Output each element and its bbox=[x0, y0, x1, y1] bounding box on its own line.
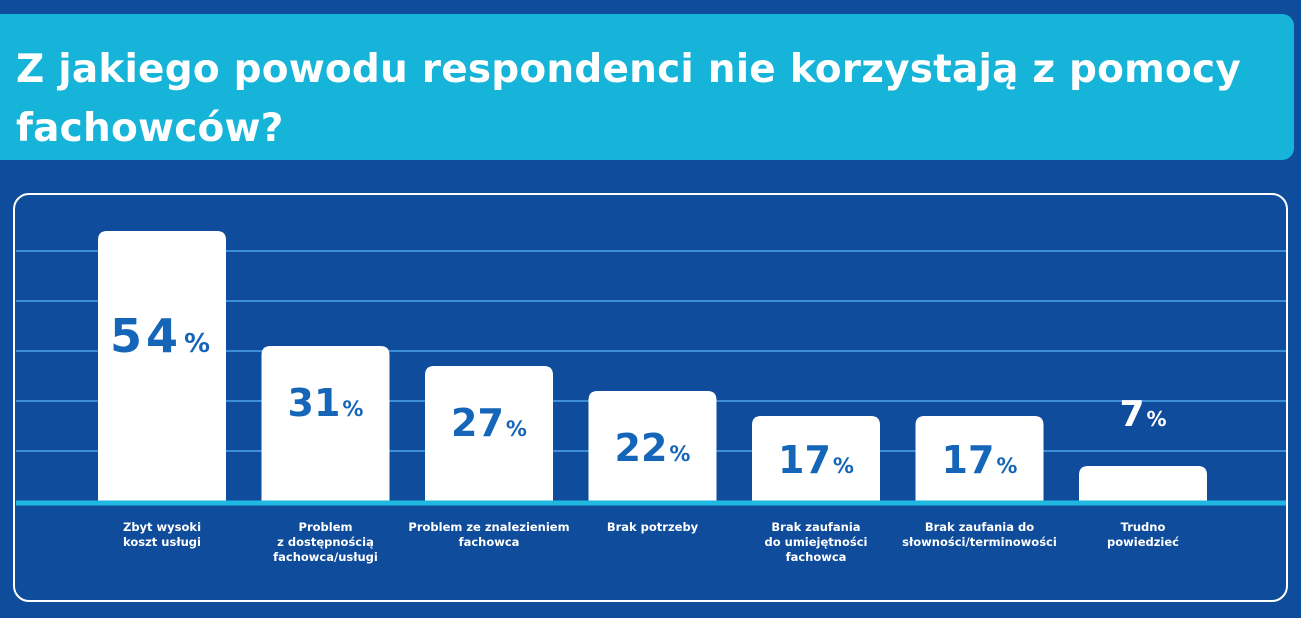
title-banner: Z jakiego powodu respondenci nie korzyst… bbox=[0, 14, 1294, 160]
bar-5 bbox=[752, 416, 880, 501]
bar-3 bbox=[425, 366, 553, 501]
value-label-7: 7% bbox=[1119, 394, 1166, 435]
bar-2 bbox=[261, 346, 390, 501]
bar-1 bbox=[98, 231, 226, 501]
value-label-1: 54% bbox=[110, 309, 214, 363]
category-label-1: Zbyt wysoki koszt usługi bbox=[123, 520, 201, 549]
category-labels: Zbyt wysoki koszt usługi Problem z dostępno… bbox=[123, 520, 1179, 564]
category-label-6: Brak zaufania do słowności/terminowości bbox=[902, 520, 1057, 549]
category-label-5: Brak zaufania do umiejętności fachowca bbox=[765, 520, 868, 564]
value-label-3: 27% bbox=[451, 401, 527, 445]
category-label-3: Problem ze znalezieniem fachowca bbox=[408, 520, 569, 549]
category-label-7: Trudno powiedzieć bbox=[1107, 520, 1179, 549]
category-label-4: Brak potrzeby bbox=[607, 520, 699, 534]
bar-6 bbox=[915, 416, 1044, 501]
value-label-5: 17% bbox=[778, 438, 854, 482]
value-label-4: 22% bbox=[615, 426, 691, 470]
value-label-6: 17% bbox=[942, 438, 1018, 482]
category-label-2: Problem z dostępnością fachowca/usługi bbox=[273, 520, 378, 564]
bar-4 bbox=[588, 391, 717, 501]
page-title: Z jakiego powodu respondenci nie korzyst… bbox=[16, 47, 1241, 151]
value-labels: 54% 31% 27% 22% 17% 17% 7% bbox=[110, 309, 1167, 482]
bars bbox=[98, 231, 1207, 501]
value-label-2: 31% bbox=[288, 381, 364, 425]
chart-frame bbox=[13, 193, 1288, 602]
bar-7 bbox=[1079, 466, 1207, 501]
